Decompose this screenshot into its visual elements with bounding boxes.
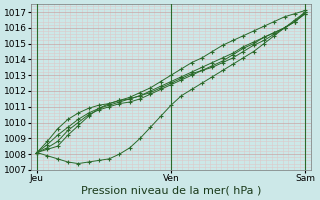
X-axis label: Pression niveau de la mer( hPa ): Pression niveau de la mer( hPa ) <box>81 186 261 196</box>
